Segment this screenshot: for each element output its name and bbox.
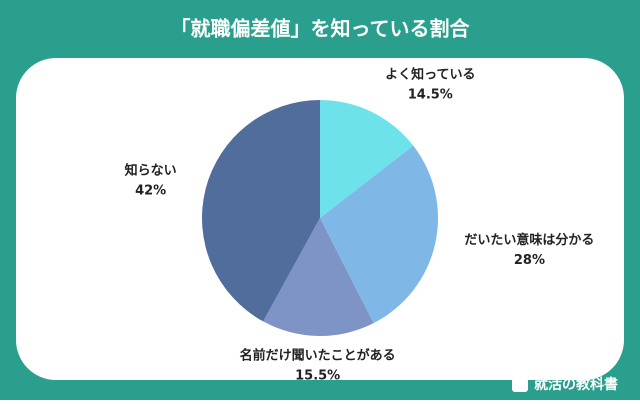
value-label: 15.5% xyxy=(295,368,340,383)
value-label: 42% xyxy=(135,184,166,199)
pie-slice xyxy=(320,145,438,324)
chart-title: 「就職偏差値」を知っている割合 xyxy=(171,17,471,41)
value-label: 28% xyxy=(514,253,545,268)
pie-slice xyxy=(263,218,374,336)
slice-label: 知らない xyxy=(125,163,177,179)
slice-label: 名前だけ聞いたことがある xyxy=(240,347,396,363)
brand-icon xyxy=(512,376,528,392)
slice-label: だいたい意味は分かる xyxy=(464,232,594,248)
pie-slice xyxy=(202,100,320,322)
slice-label: よく知っている xyxy=(385,67,475,83)
value-label: 14.5% xyxy=(408,88,453,103)
pie-slice xyxy=(320,100,414,218)
brand: 就活の教科書 xyxy=(534,376,618,393)
